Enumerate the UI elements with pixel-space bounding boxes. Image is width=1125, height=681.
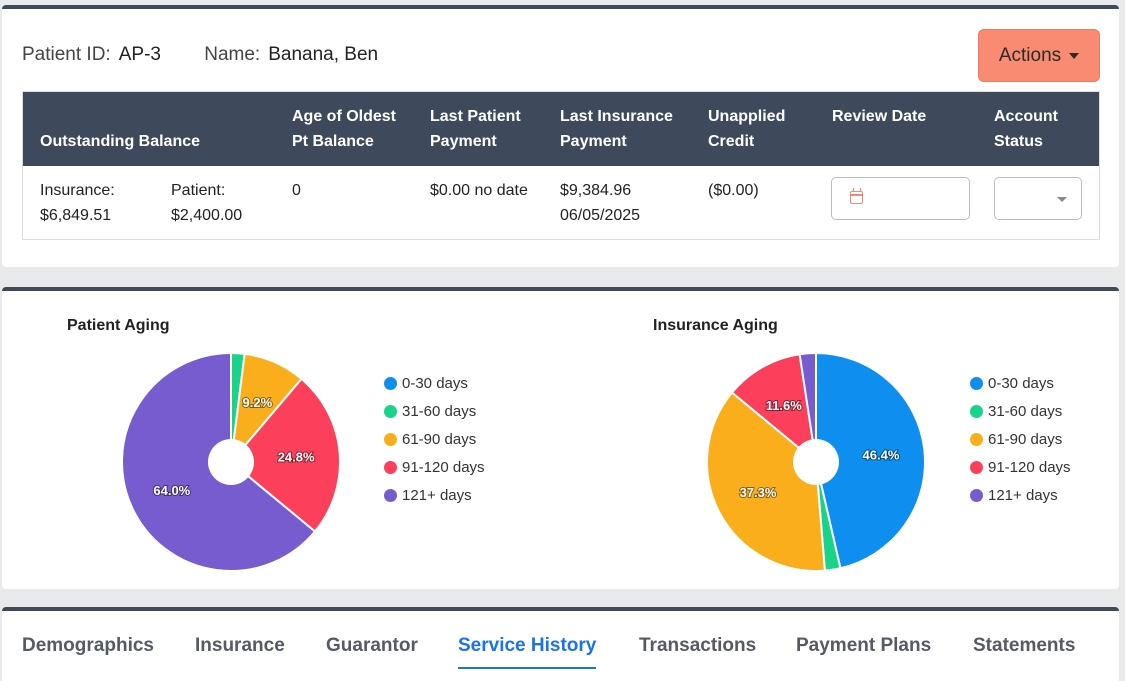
account-summary-card: Patient ID: AP-3 Name: Banana, Ben Actions… bbox=[2, 5, 1119, 267]
legend-item-91-120-days[interactable]: 91-120 days bbox=[384, 453, 485, 481]
age-oldest-value: 0 bbox=[292, 182, 301, 199]
insurance-aging-legend: 0-30 days 31-60 days 61-90 days 91-120 days… bbox=[970, 369, 1071, 509]
legend-item-61-90-days[interactable]: 61-90 days bbox=[970, 425, 1071, 453]
balance-table-header: Outstanding Balance Age of Oldest Pt Bal… bbox=[23, 92, 1099, 166]
actions-label: Actions bbox=[998, 44, 1062, 66]
legend-dot-icon bbox=[384, 488, 397, 502]
pie-slice-0-30-days[interactable] bbox=[815, 351, 926, 570]
patient-name-label: Name: bbox=[204, 44, 261, 65]
legend-item-61-90-days[interactable]: 61-90 days bbox=[384, 425, 485, 453]
patient-id-value: AP-3 bbox=[118, 44, 161, 65]
insurance-balance-value: $6,849.51 bbox=[40, 207, 112, 224]
legend-label: 121+ days bbox=[988, 486, 1058, 504]
legend-label: 0-30 days bbox=[988, 374, 1054, 392]
legend-dot-icon bbox=[970, 404, 983, 418]
legend-item-0-30-days[interactable]: 0-30 days bbox=[384, 369, 485, 397]
patient-name-value: Banana, Ben bbox=[268, 44, 379, 65]
tab-payment-plans[interactable]: Payment Plans bbox=[796, 635, 932, 656]
legend-item-31-60-days[interactable]: 31-60 days bbox=[384, 397, 485, 425]
tab-insurance[interactable]: Insurance bbox=[195, 635, 285, 656]
tab-service-history[interactable]: Service History bbox=[458, 635, 597, 669]
insurance-balance-label: Insurance: bbox=[40, 182, 115, 199]
legend-item-121-days[interactable]: 121+ days bbox=[970, 481, 1071, 509]
calendar-icon bbox=[850, 188, 863, 204]
pie-slice-61-90-days[interactable] bbox=[706, 391, 826, 572]
donut-hole bbox=[793, 439, 839, 485]
insurance-aging-title: Insurance Aging bbox=[653, 317, 778, 334]
header-unapplied-line2: Credit bbox=[708, 133, 755, 150]
last-insurance-amount: $9,384.96 bbox=[560, 182, 632, 199]
header-unapplied-line1: Unapplied bbox=[708, 108, 786, 125]
insurance-aging-pie: 46.4% 37.3% 11.6% bbox=[706, 351, 926, 572]
pie-slice-121-days[interactable] bbox=[798, 351, 817, 463]
pie-slice-91-120-days[interactable] bbox=[730, 353, 818, 465]
legend-dot-icon bbox=[384, 376, 397, 390]
donut-hole bbox=[208, 439, 254, 485]
legend-dot-icon bbox=[970, 460, 983, 474]
legend-dot-icon bbox=[970, 432, 983, 446]
header-age-line1: Age of Oldest bbox=[292, 108, 397, 125]
legend-label: 121+ days bbox=[402, 486, 472, 504]
legend-dot-icon bbox=[384, 432, 397, 446]
tab-demographics[interactable]: Demographics bbox=[22, 635, 154, 656]
account-status-select[interactable] bbox=[994, 177, 1082, 220]
legend-dot-icon bbox=[384, 460, 397, 474]
patient-aging-title: Patient Aging bbox=[67, 317, 170, 334]
header-last-patient-line2: Payment bbox=[430, 133, 497, 150]
balance-table: Outstanding Balance Age of Oldest Pt Bal… bbox=[22, 91, 1100, 240]
patient-tabs-card: Demographics Insurance Guarantor Service Hi… bbox=[2, 607, 1119, 681]
unapplied-credit-value: ($0.00) bbox=[708, 182, 759, 199]
patient-info: Patient ID: AP-3 Name: Banana, Ben bbox=[22, 44, 378, 66]
legend-label: 91-120 days bbox=[988, 458, 1071, 476]
patient-balance-value: $2,400.00 bbox=[171, 207, 243, 224]
patient-tabs: Demographics Insurance Guarantor Service Hi… bbox=[2, 635, 1119, 679]
header-last-insurance-line2: Payment bbox=[560, 133, 627, 150]
legend-label: 61-90 days bbox=[988, 430, 1063, 448]
legend-dot-icon bbox=[970, 376, 983, 390]
header-status-line2: Status bbox=[994, 133, 1043, 150]
tab-statements[interactable]: Statements bbox=[973, 635, 1076, 656]
legend-label: 31-60 days bbox=[988, 402, 1063, 420]
tab-transactions[interactable]: Transactions bbox=[639, 635, 757, 656]
pie-label-91-120-days: 24.8% bbox=[278, 449, 315, 464]
pie-label-61-90-days: 37.3% bbox=[740, 485, 777, 500]
tab-guarantor[interactable]: Guarantor bbox=[326, 635, 418, 656]
patient-id-label: Patient ID: bbox=[22, 44, 111, 65]
aging-charts-card: Patient Aging 9.2% 24.8% 64.0% 0-30 days 31… bbox=[2, 287, 1119, 589]
pie-label-121-days: 64.0% bbox=[153, 483, 190, 498]
header-age-line2: Pt Balance bbox=[292, 133, 374, 150]
legend-item-0-30-days[interactable]: 0-30 days bbox=[970, 369, 1071, 397]
pie-label-91-120-days: 11.6% bbox=[766, 398, 803, 413]
patient-balance-label: Patient: bbox=[171, 182, 226, 199]
caret-down-icon bbox=[1069, 52, 1080, 59]
legend-dot-icon bbox=[970, 488, 983, 502]
pie-label-0-30-days: 46.4% bbox=[863, 448, 900, 463]
legend-dot-icon bbox=[384, 404, 397, 418]
header-last-insurance-line1: Last Insurance bbox=[560, 108, 673, 125]
legend-label: 61-90 days bbox=[402, 430, 477, 448]
legend-item-121-days[interactable]: 121+ days bbox=[384, 481, 485, 509]
legend-label: 91-120 days bbox=[402, 458, 485, 476]
header-review-date: Review Date bbox=[832, 108, 927, 125]
legend-label: 31-60 days bbox=[402, 402, 477, 420]
header-status-line1: Account bbox=[994, 108, 1058, 125]
review-date-input[interactable] bbox=[831, 177, 970, 220]
patient-aging-pie: 9.2% 24.8% 64.0% bbox=[121, 351, 341, 572]
last-patient-payment-value: $0.00 no date bbox=[430, 182, 528, 199]
pie-label-61-90-days: 9.2% bbox=[243, 395, 273, 410]
pie-slice-91-120-days[interactable] bbox=[229, 377, 341, 533]
header-last-patient-line1: Last Patient bbox=[430, 108, 521, 125]
last-insurance-date: 06/05/2025 bbox=[560, 207, 641, 224]
legend-label: 0-30 days bbox=[402, 374, 468, 392]
actions-dropdown-button[interactable]: Actions bbox=[978, 29, 1100, 82]
legend-item-91-120-days[interactable]: 91-120 days bbox=[970, 453, 1071, 481]
header-outstanding-balance: Outstanding Balance bbox=[40, 133, 201, 150]
patient-aging-legend: 0-30 days 31-60 days 61-90 days 91-120 days… bbox=[384, 369, 485, 509]
legend-item-31-60-days[interactable]: 31-60 days bbox=[970, 397, 1071, 425]
chevron-down-icon bbox=[1057, 197, 1067, 202]
